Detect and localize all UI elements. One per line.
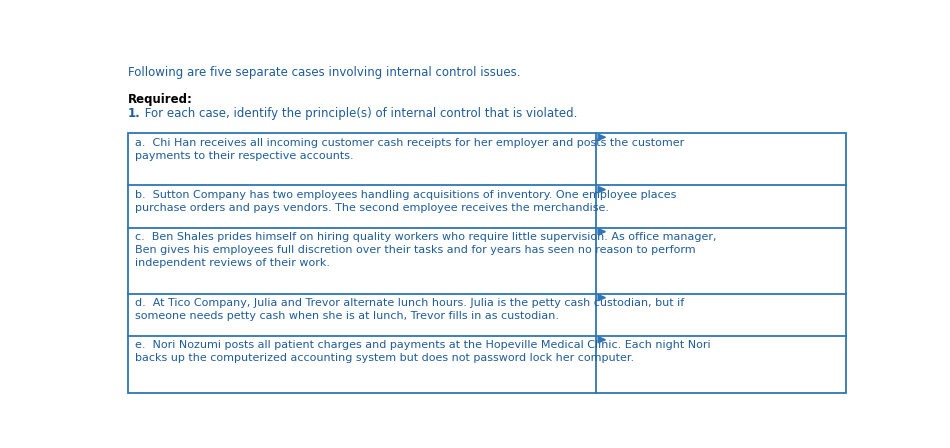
Text: Required:: Required: bbox=[127, 94, 193, 107]
Text: Following are five separate cases involving internal control issues.: Following are five separate cases involv… bbox=[127, 66, 520, 79]
Text: a.  Chi Han receives all incoming customer cash receipts for her employer and po: a. Chi Han receives all incoming custome… bbox=[135, 138, 684, 161]
Text: e.  Nori Nozumi posts all patient charges and payments at the Hopeville Medical : e. Nori Nozumi posts all patient charges… bbox=[135, 340, 711, 363]
Bar bbox=[127, 133, 846, 392]
Polygon shape bbox=[598, 228, 605, 235]
Text: d.  At Tico Company, Julia and Trevor alternate lunch hours. Julia is the petty : d. At Tico Company, Julia and Trevor alt… bbox=[135, 298, 684, 321]
Polygon shape bbox=[598, 186, 605, 193]
Text: 1.: 1. bbox=[127, 107, 141, 120]
Text: c.  Ben Shales prides himself on hiring quality workers who require little super: c. Ben Shales prides himself on hiring q… bbox=[135, 232, 716, 268]
Polygon shape bbox=[598, 295, 605, 301]
Text: b.  Sutton Company has two employees handling acquisitions of inventory. One emp: b. Sutton Company has two employees hand… bbox=[135, 190, 676, 213]
Polygon shape bbox=[598, 134, 605, 140]
Text: For each case, identify the principle(s) of internal control that is violated.: For each case, identify the principle(s)… bbox=[141, 107, 578, 120]
Polygon shape bbox=[598, 336, 605, 343]
